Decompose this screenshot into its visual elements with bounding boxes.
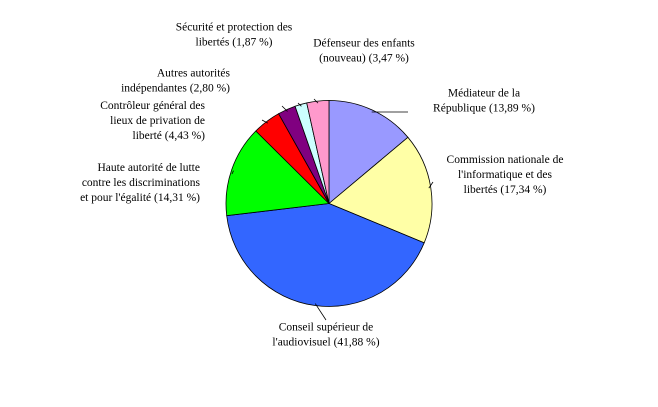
leader-line-5 <box>281 105 288 112</box>
pie-slice-1 <box>328 136 433 244</box>
slice-label-5: Autres autorités indépendantes (2,80 %) <box>121 68 230 95</box>
leader-line-3 <box>231 170 234 175</box>
slice-label-line: et pour l'égalité (14,31 %) <box>80 192 200 204</box>
leader-line-2 <box>314 303 327 321</box>
slice-label-line: Autres autorités <box>157 68 231 80</box>
pie-slice-7 <box>306 100 330 204</box>
slice-label-line: Commission nationale de <box>447 154 564 166</box>
slice-label-line: Contrôleur général des <box>100 100 205 112</box>
leader-line-1 <box>428 181 434 189</box>
slice-label-4: Contrôleur général des lieux de privation… <box>100 100 205 142</box>
slice-label-line: Médiateur de la <box>448 88 520 100</box>
slice-label-line: Conseil supérieur de <box>279 322 374 334</box>
slice-label-line: libertés (1,87 %) <box>196 37 273 49</box>
slice-label-1: Commission nationale de l'informatique et… <box>447 154 564 196</box>
slice-label-line: contre les discriminations <box>82 177 201 189</box>
slice-label-6: Sécurité et protection des libertés (1,87… <box>176 22 293 49</box>
slice-label-line: indépendantes (2,80 %) <box>121 83 230 95</box>
slice-label-2: Conseil supérieur de l'audiovisuel (41,88… <box>272 322 379 349</box>
slice-label-line: Sécurité et protection des <box>176 22 293 34</box>
pie-slice-0 <box>328 100 409 205</box>
slice-label-7: Défenseur des enfants (nouveau) (3,47 %) <box>313 38 415 65</box>
slice-label-0: Médiateur de la République (13,89 %) <box>433 88 535 115</box>
pie-slice-2 <box>226 203 425 307</box>
slice-label-line: République (13,89 %) <box>433 103 535 115</box>
slice-label-3: Haute autorité de lutte contre les discri… <box>80 162 200 204</box>
leader-line-6 <box>297 102 302 107</box>
slice-label-line: l'informatique et des <box>458 169 553 181</box>
slice-label-line: Haute autorité de lutte <box>97 162 200 174</box>
slice-label-line: Défenseur des enfants <box>313 38 415 50</box>
slice-label-line: liberté (4,43 %) <box>133 130 206 142</box>
slice-label-line: l'audiovisuel (41,88 %) <box>272 337 379 349</box>
slice-label-line: (nouveau) (3,47 %) <box>319 53 409 65</box>
slice-label-line: lieux de privation de <box>110 115 205 127</box>
pie-slice-3 <box>225 130 330 217</box>
leader-line-7 <box>313 98 319 104</box>
slice-label-line: libertés (17,34 %) <box>464 184 547 196</box>
leader-line-4 <box>261 119 269 124</box>
